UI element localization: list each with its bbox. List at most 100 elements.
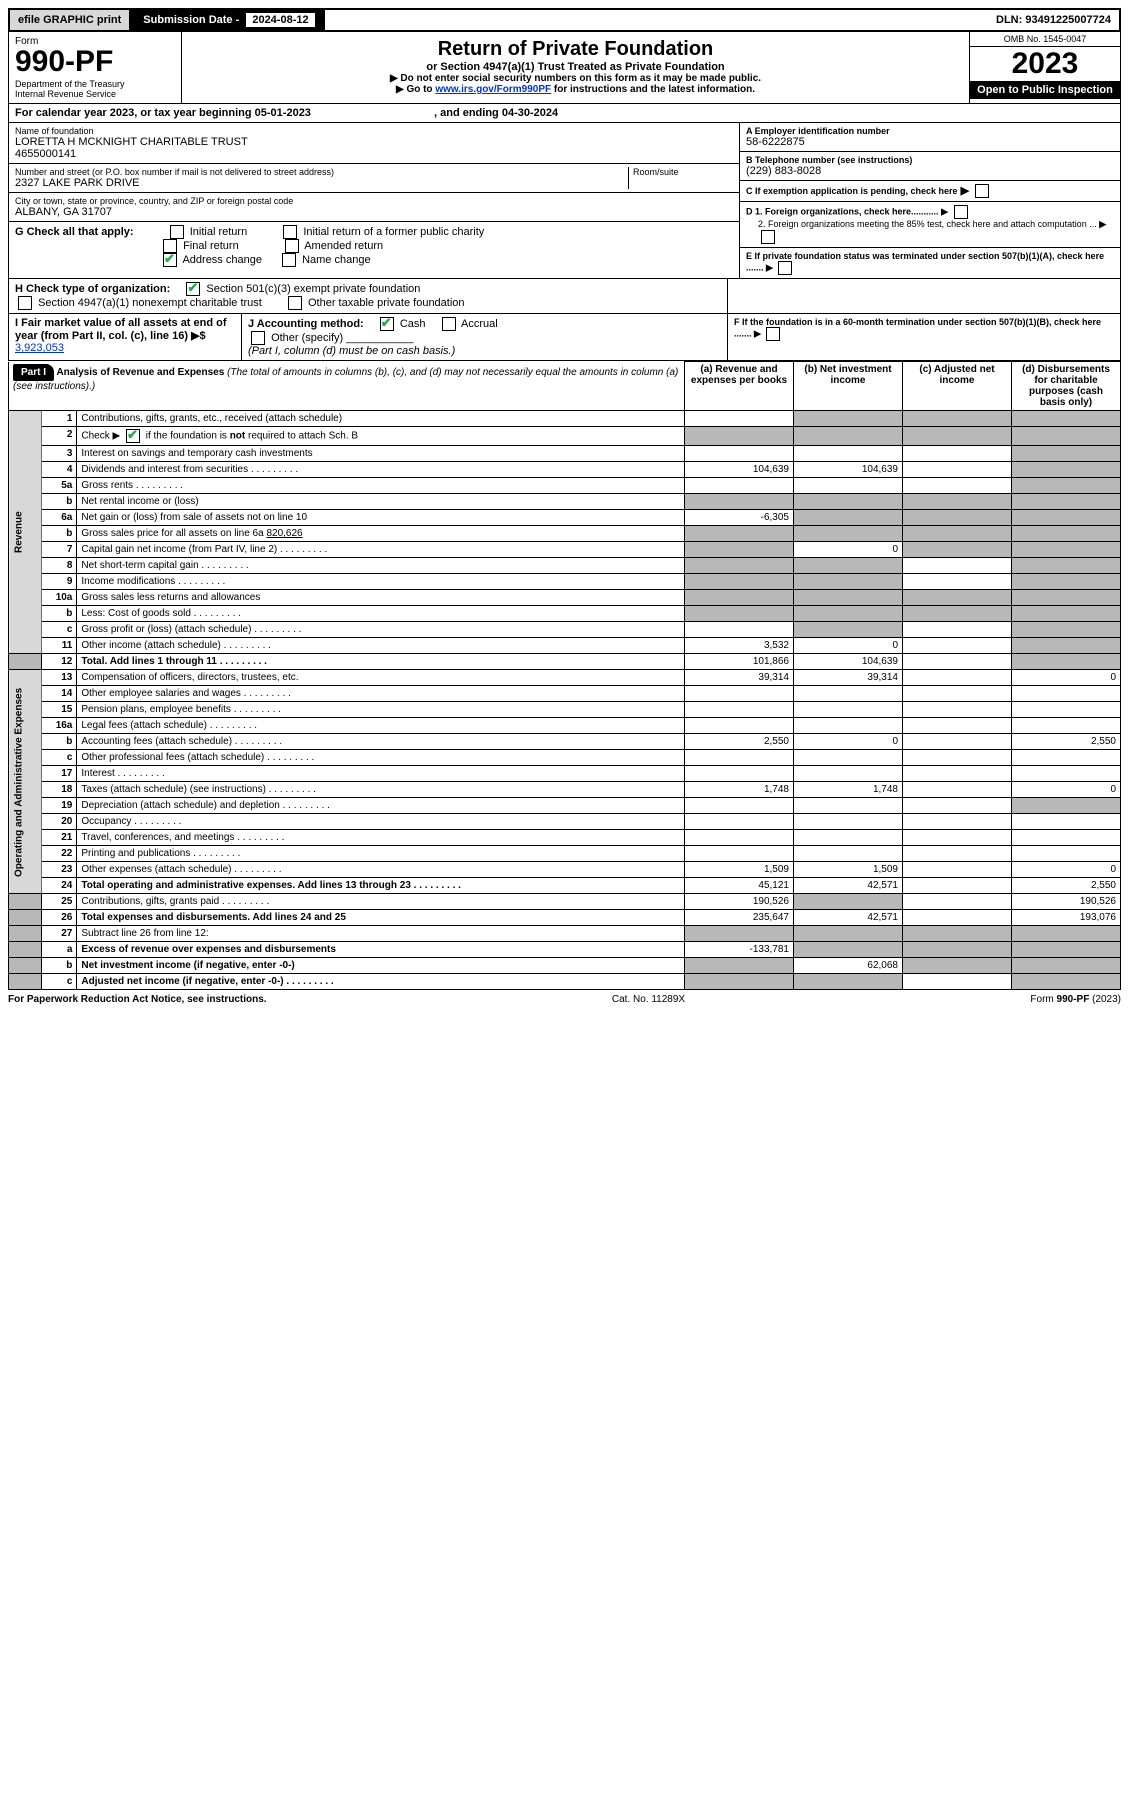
val-26a: 235,647: [685, 910, 794, 926]
checkbox-c[interactable]: [975, 184, 989, 198]
row-24: Total operating and administrative expen…: [77, 878, 685, 894]
d1-label: D 1. Foreign organizations, check here..…: [746, 206, 939, 216]
val-13d: 0: [1012, 670, 1121, 686]
submission-date-value: 2024-08-12: [246, 13, 314, 27]
dept-treasury: Department of the Treasury Internal Reve…: [15, 79, 175, 99]
row-8: Net short-term capital gain: [77, 558, 685, 574]
city-label: City or town, state or province, country…: [15, 196, 733, 206]
checkbox-amended[interactable]: [285, 239, 299, 253]
part1-title: Analysis of Revenue and Expenses: [56, 367, 224, 378]
form-title: Return of Private Foundation: [188, 38, 963, 61]
checkbox-f[interactable]: [766, 327, 780, 341]
row-15: Pension plans, employee benefits: [77, 702, 685, 718]
val-24a: 45,121: [685, 878, 794, 894]
checkbox-h3[interactable]: [288, 296, 302, 310]
row-4: Dividends and interest from securities: [77, 462, 685, 478]
row-16c: Other professional fees (attach schedule…: [77, 750, 685, 766]
col-a-header: (a) Revenue and expenses per books: [685, 362, 794, 411]
row-12: Total. Add lines 1 through 11: [77, 654, 685, 670]
efile-print-button[interactable]: efile GRAPHIC print: [10, 10, 131, 30]
row-26: Total expenses and disbursements. Add li…: [77, 910, 685, 926]
val-16bb: 0: [794, 734, 903, 750]
val-16bd: 2,550: [1012, 734, 1121, 750]
row-1: Contributions, gifts, grants, etc., rece…: [77, 411, 685, 427]
irs-link[interactable]: www.irs.gov/Form990PF: [435, 84, 551, 95]
form-note-ssn: ▶ Do not enter social security numbers o…: [188, 73, 963, 84]
open-inspection: Open to Public Inspection: [970, 81, 1120, 99]
row-3: Interest on savings and temporary cash i…: [77, 446, 685, 462]
row-27a: Excess of revenue over expenses and disb…: [77, 942, 685, 958]
foundation-info: Name of foundation LORETTA H MCKNIGHT CH…: [8, 123, 1121, 279]
checkbox-schb[interactable]: [126, 429, 140, 443]
h-label: H Check type of organization:: [15, 283, 170, 295]
row-11: Other income (attach schedule): [77, 638, 685, 654]
checkbox-accrual[interactable]: [442, 317, 456, 331]
row-22: Printing and publications: [77, 846, 685, 862]
val-12a: 101,866: [685, 654, 794, 670]
top-bar: efile GRAPHIC print Submission Date - 20…: [8, 8, 1121, 32]
footer-right: Form 990-PF (2023): [1030, 994, 1121, 1005]
name-label: Name of foundation: [15, 126, 733, 136]
ein-value: 58-6222875: [746, 136, 1114, 148]
checkbox-cash[interactable]: [380, 317, 394, 331]
val-18a: 1,748: [685, 782, 794, 798]
val-6a: -6,305: [685, 510, 794, 526]
row-16a: Legal fees (attach schedule): [77, 718, 685, 734]
form-header: Form 990-PF Department of the Treasury I…: [8, 32, 1121, 104]
checkbox-h1[interactable]: [186, 282, 200, 296]
row-5a: Gross rents: [77, 478, 685, 494]
j-note: (Part I, column (d) must be on cash basi…: [248, 345, 721, 357]
row-23: Other expenses (attach schedule): [77, 862, 685, 878]
col-d-header: (d) Disbursements for charitable purpose…: [1012, 362, 1121, 411]
val-7b: 0: [794, 542, 903, 558]
ein-label: A Employer identification number: [746, 126, 1114, 136]
g-label: G Check all that apply:: [15, 226, 134, 238]
row-7: Capital gain net income (from Part IV, l…: [77, 542, 685, 558]
val-23d: 0: [1012, 862, 1121, 878]
row-6a: Net gain or (loss) from sale of assets n…: [77, 510, 685, 526]
val-26b: 42,571: [794, 910, 903, 926]
submission-date: Submission Date - 2024-08-12: [131, 10, 324, 30]
j-other: Other (specify): [271, 332, 343, 344]
val-26d: 193,076: [1012, 910, 1121, 926]
checkbox-d1[interactable]: [954, 205, 968, 219]
val-13a: 39,314: [685, 670, 794, 686]
omb-number: OMB No. 1545-0047: [970, 32, 1120, 47]
val-24d: 2,550: [1012, 878, 1121, 894]
checkbox-address[interactable]: [163, 253, 177, 267]
row-10a: Gross sales less returns and allowances: [77, 590, 685, 606]
checkbox-other[interactable]: [251, 331, 265, 345]
cal-begin: 05-01-2023: [255, 107, 311, 119]
row-6b: Gross sales price for all assets on line…: [77, 526, 685, 542]
foundation-city: ALBANY, GA 31707: [15, 206, 733, 218]
tax-year: 2023: [970, 47, 1120, 81]
checkbox-d2[interactable]: [761, 230, 775, 244]
part1-table: Part I Analysis of Revenue and Expenses …: [8, 361, 1121, 990]
foundation-addr: 2327 LAKE PARK DRIVE: [15, 177, 628, 189]
col-b-header: (b) Net investment income: [794, 362, 903, 411]
f-label: F If the foundation is in a 60-month ter…: [734, 317, 1101, 338]
val-13b: 39,314: [794, 670, 903, 686]
checkbox-initial-former[interactable]: [283, 225, 297, 239]
checkbox-h2[interactable]: [18, 296, 32, 310]
g-initial: Initial return: [190, 226, 247, 238]
d2-label: 2. Foreign organizations meeting the 85%…: [758, 219, 1097, 229]
val-23a: 1,509: [685, 862, 794, 878]
i-value-link[interactable]: 3,923,053: [15, 342, 64, 354]
val-12b: 104,639: [794, 654, 903, 670]
checkbox-initial[interactable]: [170, 225, 184, 239]
part1-label: Part I: [13, 364, 54, 381]
e-label: E If private foundation status was termi…: [746, 251, 1104, 272]
j-cash: Cash: [400, 318, 426, 330]
checkbox-name[interactable]: [282, 253, 296, 267]
val-16ba: 2,550: [685, 734, 794, 750]
j-accrual: Accrual: [461, 318, 498, 330]
cal-mid: , and ending: [434, 107, 502, 119]
val-11b: 0: [794, 638, 903, 654]
checkbox-e[interactable]: [778, 261, 792, 275]
form-number: 990-PF: [15, 47, 175, 77]
val-6b: 820,626: [266, 528, 302, 539]
row-10c: Gross profit or (loss) (attach schedule): [77, 622, 685, 638]
val-4a: 104,639: [685, 462, 794, 478]
revenue-section-label: Revenue: [9, 411, 42, 654]
